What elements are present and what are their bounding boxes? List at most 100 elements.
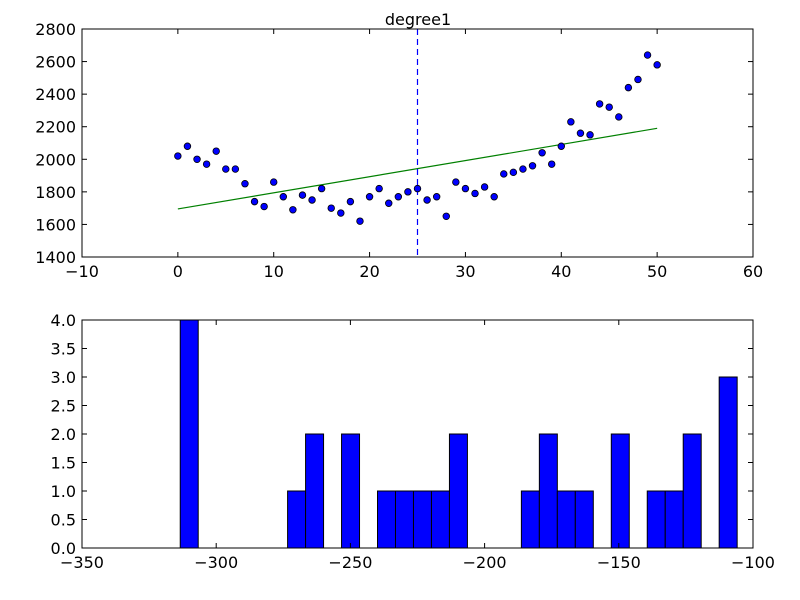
y-tick-label: 2600 [35,53,76,72]
x-tick-label: 30 [455,262,475,281]
scatter-axes-frame [81,28,754,258]
scatter-point [404,188,412,196]
y-tick-label: 4.0 [51,311,76,330]
x-tick-label: 60 [743,262,763,281]
histogram-bar [287,490,307,549]
scatter-point [327,204,335,212]
y-tick-label: 0.0 [51,539,76,558]
scatter-point [222,165,230,173]
y-tick-label: 2.5 [51,397,76,416]
x-tick-label: −250 [328,553,372,572]
scatter-point [231,165,240,173]
scatter-point [337,209,345,217]
x-tick-label: 0 [173,262,183,281]
scatter-point [643,51,652,59]
x-tick-label: −350 [60,553,104,572]
scatter-point [250,197,259,206]
scatter-point [212,147,220,155]
scatter-point [279,193,287,201]
x-tick-label: 40 [551,262,571,281]
scatter-point [423,196,431,204]
histogram-bar [448,433,468,549]
histogram-bar [341,433,361,549]
scatter-point [183,142,192,150]
scatter-point [442,212,450,220]
histogram-bar [646,490,666,549]
scatter-point [576,129,585,137]
scatter-point [500,170,508,178]
scatter-point [241,180,249,188]
histogram-bar [520,490,540,549]
scatter-point [480,183,489,191]
scatter-point [538,149,546,157]
scatter-point [356,217,364,225]
histogram-bar [718,376,738,549]
y-tick-label: 1400 [35,248,76,267]
x-tick-label: 50 [647,262,667,281]
scatter-point [202,160,211,168]
scatter-point [595,100,604,108]
histogram-bar [664,490,684,549]
scatter-point [557,142,565,150]
histogram-bar [305,433,325,549]
scatter-point [615,113,623,121]
scatter-point [260,202,268,211]
y-tick-label: 2.0 [51,425,76,444]
x-tick-label: 20 [359,262,379,281]
histogram-bar [179,319,199,549]
y-tick-label: 1800 [35,183,76,202]
scatter-point [413,184,422,193]
scatter-point [308,196,316,204]
histogram-bar [574,490,594,549]
y-tick-label: 1600 [35,215,76,234]
fit-line [177,127,658,210]
scatter-point [365,193,374,201]
y-tick-label: 2000 [35,150,76,169]
scatter-point [586,131,594,139]
x-tick-label: −100 [731,553,775,572]
scatter-point [346,197,355,206]
scatter-point [317,184,326,193]
x-tick-label: −150 [597,553,641,572]
scatter-point [528,162,537,170]
scatter-point [432,193,441,201]
scatter-point [509,168,518,177]
scatter-plot-area [174,29,661,257]
histogram-bar [556,490,576,549]
x-tick-label: −200 [463,553,507,572]
y-tick-label: 2400 [35,85,76,104]
scatter-point [605,103,613,111]
histogram-bar [412,490,432,549]
histogram-axes-frame [81,319,754,549]
y-tick-label: 2800 [35,20,76,39]
scatter-point [385,199,393,207]
scatter-subplot: degree1 −10 0 10 20 30 40 50 60 1400 1600 1800 2000… [35,10,763,281]
histogram-bar [610,433,630,549]
chart-title: degree1 [385,10,451,29]
scatter-point [174,152,182,160]
scatter-point [461,184,470,193]
scatter-axes-ticks: −10 0 10 20 30 40 50 60 1400 1600 1800 2000 2200 2400… [35,20,763,281]
histogram-bar [682,433,702,549]
histogram-bar [377,490,396,549]
histogram-bar [430,490,450,549]
scatter-point [270,178,278,186]
y-tick-label: 2200 [35,118,76,137]
x-tick-label: −10 [65,262,99,281]
scatter-point [624,83,633,92]
scatter-point [548,160,556,168]
scatter-point [375,184,383,193]
y-tick-label: 3.0 [51,368,76,387]
scatter-point [567,118,575,126]
x-tick-label: −300 [194,553,238,572]
y-tick-label: 3.5 [51,340,76,359]
scatter-point [394,193,403,201]
scatter-point [653,61,661,69]
scatter-point [634,75,642,84]
histogram-axes-ticks: −350 −300 −250 −200 −150 −100 0.0 0.5 1.0 1.5 2.0 2… [51,311,775,572]
y-tick-label: 0.5 [51,511,76,530]
histogram-bar [538,433,558,549]
histogram-bar [394,490,414,549]
scatter-point [490,193,498,201]
